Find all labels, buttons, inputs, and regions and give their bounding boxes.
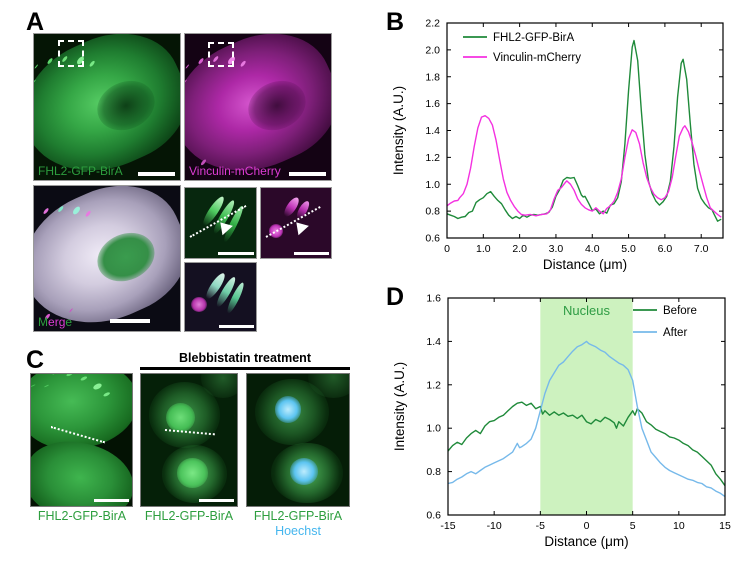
micrograph-c-untreated <box>30 373 133 507</box>
scale-bar <box>110 319 150 323</box>
svg-text:-10: -10 <box>487 520 502 532</box>
svg-text:6.0: 6.0 <box>658 243 673 255</box>
svg-text:2.2: 2.2 <box>425 18 440 30</box>
cell-body-merge <box>34 186 180 331</box>
c-label-2: FHL2-GFP-BirA <box>144 509 234 523</box>
c-sublabel-hoechst: Hoechst <box>275 524 321 538</box>
cell-core <box>165 403 195 433</box>
svg-text:5: 5 <box>630 520 636 532</box>
line-chart-intensity-profile: 0 1.0 2.0 3.0 4.0 5.0 6.0 7.0 0.6 0.8 1.0 1.2 1.4 1.6… <box>391 18 724 272</box>
inset-outline-box <box>208 42 234 67</box>
svg-text:3.0: 3.0 <box>549 243 564 255</box>
micrograph-c-hoechst <box>246 373 350 507</box>
cell-core <box>177 458 209 488</box>
c-label-1: FHL2-GFP-BirA <box>37 509 127 523</box>
channel-label-green: FHL2-GFP-BirA <box>38 164 123 178</box>
svg-text:-5: -5 <box>536 520 545 532</box>
scale-bar <box>94 498 129 502</box>
hoechst-nucleus <box>289 458 319 485</box>
svg-text:4.0: 4.0 <box>585 243 600 255</box>
svg-text:1.8: 1.8 <box>425 71 440 83</box>
channel-label-magenta: Vinculin-mCherry <box>189 164 281 178</box>
inset-merge <box>184 262 257 332</box>
svg-text:0.8: 0.8 <box>425 206 440 218</box>
micrograph-fhl2-gfp: FHL2-GFP-BirA <box>33 33 181 181</box>
panel-b-label: B <box>386 8 405 36</box>
svg-text:1.0: 1.0 <box>476 243 491 255</box>
svg-text:15: 15 <box>719 520 731 532</box>
adhesion-blob <box>269 224 283 238</box>
svg-text:1.0: 1.0 <box>425 179 440 191</box>
line-chart-nucleus-profile: -15 -10 -5 0 5 10 15 0.6 0.8 1.0 1.2 1.4 1.6 Distance… <box>392 293 731 550</box>
dim-cell <box>308 374 349 398</box>
inset-green <box>184 187 257 259</box>
scale-bar <box>218 252 254 255</box>
panel-a-label: A <box>26 8 45 36</box>
svg-text:Intensity (A.U.): Intensity (A.U.) <box>392 362 407 451</box>
nucleus-shadow <box>89 72 163 139</box>
cell-body-green <box>34 34 180 180</box>
treatment-header-rule <box>140 367 350 370</box>
svg-text:1.6: 1.6 <box>426 293 441 305</box>
scale-bar <box>294 252 329 255</box>
scale-bar <box>289 172 326 176</box>
panel-c-label: C <box>26 346 45 374</box>
svg-text:0.6: 0.6 <box>425 233 440 245</box>
nucleus-green <box>89 223 163 290</box>
inset-outline-box <box>58 40 84 67</box>
micrograph-c-blebbistatin <box>140 373 238 507</box>
svg-text:0: 0 <box>584 520 590 532</box>
svg-text:1.4: 1.4 <box>426 336 441 348</box>
cell-blob <box>31 435 132 506</box>
scale-bar <box>138 172 175 176</box>
dim-cell <box>200 374 237 398</box>
svg-text:1.6: 1.6 <box>425 98 440 110</box>
svg-text:1.4: 1.4 <box>425 125 440 137</box>
cell-body-magenta <box>185 34 331 180</box>
merge-label: Merge <box>38 315 73 329</box>
svg-text:Distance (μm): Distance (μm) <box>543 257 627 272</box>
svg-text:FHL2-GFP-BirA: FHL2-GFP-BirA <box>493 32 574 44</box>
svg-text:1.2: 1.2 <box>426 379 441 391</box>
treatment-header: Blebbistatin treatment <box>179 351 311 365</box>
scale-bar <box>199 498 234 502</box>
svg-text:0.6: 0.6 <box>426 510 441 522</box>
panel-d-label: D <box>386 283 405 311</box>
svg-text:Vinculin-mCherry: Vinculin-mCherry <box>493 52 581 64</box>
svg-text:1.0: 1.0 <box>426 423 441 435</box>
c-label-3: FHL2-GFP-BirA <box>253 509 343 523</box>
svg-text:1.2: 1.2 <box>425 152 440 164</box>
svg-text:Intensity (A.U.): Intensity (A.U.) <box>391 86 406 175</box>
svg-text:7.0: 7.0 <box>694 243 709 255</box>
svg-text:0.8: 0.8 <box>426 466 441 478</box>
svg-text:2.0: 2.0 <box>425 44 440 56</box>
svg-text:After: After <box>663 327 687 339</box>
svg-text:10: 10 <box>673 520 685 532</box>
svg-text:-15: -15 <box>440 520 455 532</box>
svg-text:2.0: 2.0 <box>512 243 527 255</box>
nucleus-shadow <box>240 72 314 139</box>
svg-text:0: 0 <box>444 243 450 255</box>
scale-bar <box>219 325 254 328</box>
inset-magenta <box>260 187 332 259</box>
adhesion-blob-merge <box>191 297 207 312</box>
svg-text:Distance (μm): Distance (μm) <box>544 534 628 549</box>
svg-text:5.0: 5.0 <box>621 243 636 255</box>
svg-text:Before: Before <box>663 305 697 317</box>
micrograph-merge: Merge <box>33 185 181 332</box>
svg-text:Nucleus: Nucleus <box>563 303 610 318</box>
micrograph-vinculin-mcherry: Vinculin-mCherry <box>184 33 332 181</box>
hoechst-nucleus <box>274 396 302 423</box>
